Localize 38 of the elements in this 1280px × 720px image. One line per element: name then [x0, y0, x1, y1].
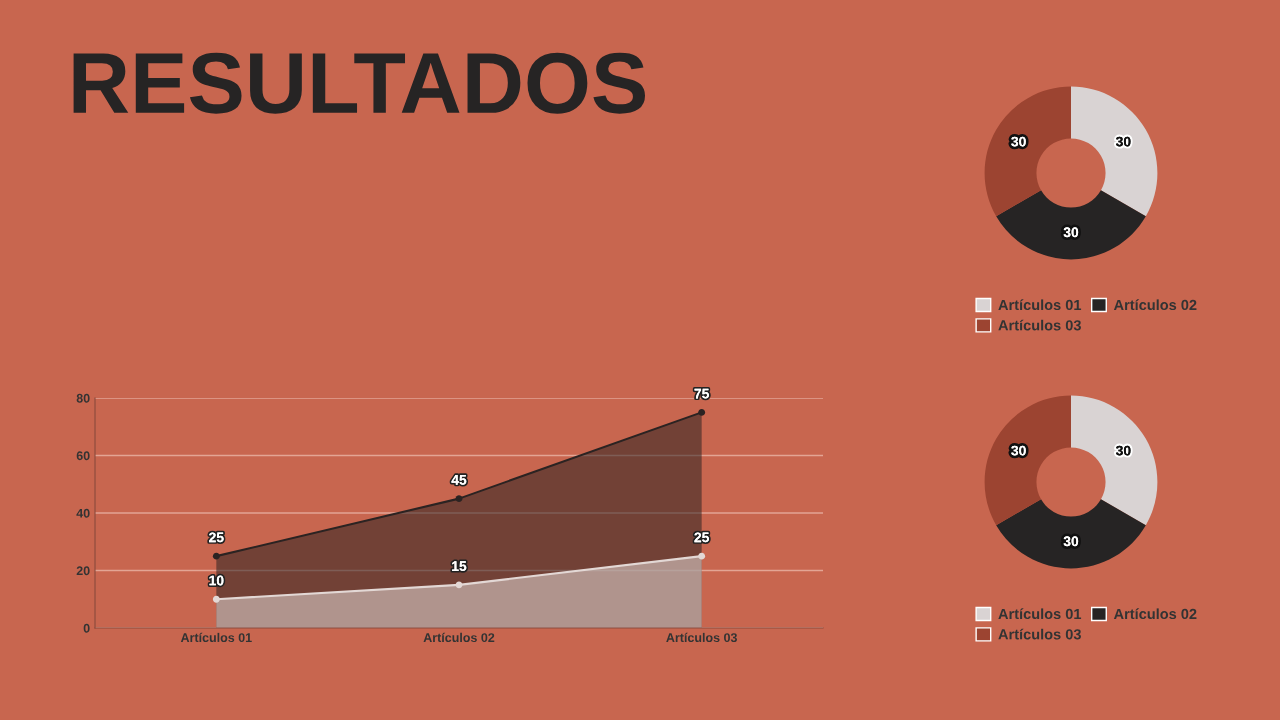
data-label: 10	[209, 575, 224, 586]
data-label: 25	[694, 532, 709, 543]
point	[455, 495, 463, 503]
donut-slice	[984, 395, 1071, 526]
point	[212, 595, 220, 603]
legend-label: Artículos 03	[998, 319, 1081, 331]
data-label: 45	[451, 475, 467, 485]
legend-label: Artículos 01	[998, 299, 1082, 311]
donut-slice	[1071, 395, 1158, 526]
data-label: 30	[1063, 536, 1079, 547]
data-label: 30	[1063, 227, 1079, 238]
y-tick-label: 20	[76, 566, 90, 576]
donut-slice	[984, 86, 1071, 217]
x-tick-label: Artículos 01	[180, 632, 252, 643]
donut-slice	[996, 190, 1146, 260]
legend-label: Artículos 01	[998, 608, 1082, 620]
donut-slice	[1071, 86, 1158, 217]
data-label: 30	[1115, 136, 1131, 147]
point	[455, 581, 463, 589]
y-tick-label: 80	[76, 393, 90, 403]
point	[212, 552, 220, 560]
point	[698, 552, 706, 560]
data-label: 75	[694, 388, 709, 399]
x-tick-label: Artículos 03	[666, 632, 737, 643]
chart-title: RESULTADOS	[73, 52, 646, 114]
data-label: 30	[1011, 445, 1026, 456]
data-label: 15	[452, 561, 467, 572]
x-tick-label: Artículos 02	[423, 632, 495, 643]
data-label: 30	[1115, 445, 1131, 456]
y-tick-label: 60	[76, 451, 90, 461]
y-tick-label: 0	[83, 623, 90, 633]
y-tick-label: 40	[76, 508, 90, 518]
donut-slice	[996, 499, 1146, 569]
data-label: 25	[209, 532, 224, 543]
point	[698, 408, 706, 416]
data-label: 30	[1011, 136, 1026, 147]
legend-label: Artículos 02	[1113, 608, 1197, 620]
legend-label: Artículos 02	[1113, 299, 1197, 311]
